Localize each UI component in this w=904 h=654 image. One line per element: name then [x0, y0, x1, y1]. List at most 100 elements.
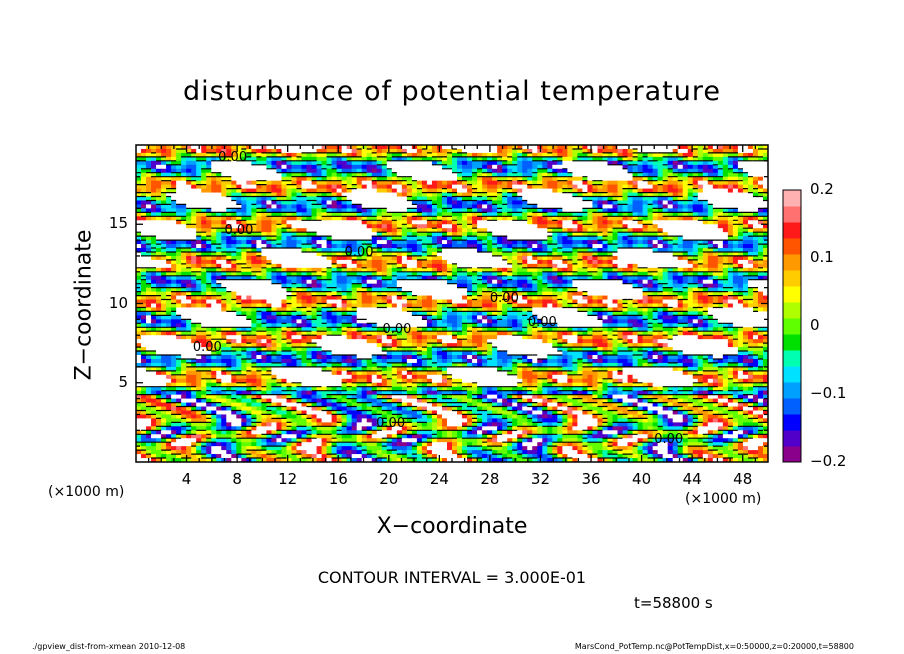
heatmap-cell	[376, 248, 383, 253]
heatmap-cell	[206, 244, 212, 249]
heatmap-cell	[161, 236, 167, 241]
heatmap-cell	[231, 236, 237, 241]
heatmap-cell	[647, 168, 654, 174]
heatmap-cell	[687, 259, 694, 265]
heatmap-cell	[642, 212, 649, 217]
heatmap-cell	[672, 228, 679, 233]
heatmap-cell	[431, 172, 438, 178]
heatmap-cell	[492, 244, 498, 249]
heatmap-cell	[396, 145, 403, 150]
heatmap-cell	[742, 255, 749, 261]
heatmap-cell	[567, 208, 573, 213]
heatmap-cell	[316, 168, 323, 174]
heatmap-cell	[607, 267, 614, 273]
heatmap-cell	[662, 212, 669, 217]
heatmap-cell	[527, 168, 533, 174]
heatmap-cell	[161, 152, 167, 158]
heatmap-cell	[597, 176, 604, 182]
heatmap-cell	[612, 180, 619, 186]
heatmap-cell	[622, 271, 629, 277]
heatmap-cell	[296, 291, 303, 297]
heatmap-cell	[261, 172, 268, 178]
heatmap-cell	[346, 212, 353, 217]
heatmap-cell	[431, 216, 438, 221]
heatmap-cell	[256, 299, 262, 305]
heatmap-cell	[386, 152, 393, 158]
heatmap-cell	[667, 212, 674, 217]
heatmap-cell	[221, 232, 227, 237]
heatmap-cell	[647, 204, 654, 209]
heatmap-cell	[271, 172, 278, 178]
heatmap-cell	[722, 160, 729, 166]
heatmap-cell	[201, 200, 207, 206]
heatmap-cell	[707, 220, 714, 225]
heatmap-cell	[627, 255, 634, 261]
heatmap-cell	[211, 176, 217, 182]
heatmap-cell	[672, 168, 679, 174]
heatmap-cell	[722, 283, 729, 289]
heatmap-cell	[617, 267, 624, 273]
heatmap-cell	[176, 287, 182, 293]
heatmap-cell	[271, 299, 278, 305]
heatmap-cell	[136, 232, 142, 237]
heatmap-cell	[236, 279, 242, 285]
heatmap-cell	[266, 208, 273, 213]
heatmap-cell	[286, 267, 293, 273]
heatmap-cell	[411, 240, 418, 245]
heatmap-cell	[231, 283, 237, 289]
heatmap-cell	[301, 188, 308, 194]
heatmap-cell	[707, 196, 714, 202]
heatmap-cell	[592, 164, 599, 170]
heatmap-cell	[366, 295, 373, 301]
heatmap-cell	[662, 236, 669, 241]
heatmap-cell	[311, 152, 318, 158]
heatmap-cell	[602, 295, 609, 301]
heatmap-cell	[356, 228, 363, 233]
heatmap-cell	[391, 251, 398, 257]
heatmap-cell	[356, 271, 363, 277]
heatmap-cell	[191, 240, 197, 245]
heatmap-cell	[677, 172, 684, 178]
heatmap-cell	[582, 240, 589, 245]
heatmap-cell	[156, 267, 162, 273]
heatmap-cell	[301, 291, 308, 297]
heatmap-cell	[547, 236, 553, 241]
heatmap-cell	[376, 172, 383, 178]
heatmap-cell	[291, 240, 298, 245]
heatmap-cell	[542, 244, 548, 249]
heatmap-cell	[687, 232, 694, 237]
heatmap-cell	[527, 275, 533, 281]
heatmap-cell	[401, 299, 408, 305]
heatmap-cell	[171, 255, 177, 261]
heatmap-cell	[426, 164, 433, 170]
heatmap-cell	[462, 188, 468, 194]
heatmap-cell	[647, 244, 654, 249]
heatmap-cell	[507, 255, 513, 261]
heatmap-cell	[602, 184, 609, 190]
heatmap-cell	[431, 295, 438, 301]
heatmap-cell	[146, 275, 152, 281]
heatmap-cell	[401, 208, 408, 213]
heatmap-cell	[587, 188, 594, 194]
heatmap-cell	[462, 168, 468, 174]
heatmap-cell	[747, 212, 754, 217]
heatmap-cell	[467, 208, 473, 213]
heatmap-cell	[502, 200, 508, 206]
heatmap-cell	[211, 204, 217, 209]
heatmap-cell	[196, 172, 202, 178]
heatmap-cell	[652, 156, 659, 162]
heatmap-cell	[446, 220, 453, 225]
heatmap-cell	[341, 251, 348, 257]
heatmap-cell	[281, 244, 288, 249]
heatmap-cell	[652, 196, 659, 202]
heatmap-cell	[191, 168, 197, 174]
heatmap-cell	[752, 208, 759, 213]
heatmap-cell	[502, 287, 508, 293]
heatmap-cell	[216, 176, 222, 182]
heatmap-cell	[381, 283, 388, 289]
heatmap-cell	[151, 180, 157, 186]
heatmap-cell	[732, 168, 739, 174]
heatmap-cell	[542, 184, 548, 190]
heatmap-cell	[547, 196, 553, 202]
heatmap-cell	[156, 220, 162, 225]
